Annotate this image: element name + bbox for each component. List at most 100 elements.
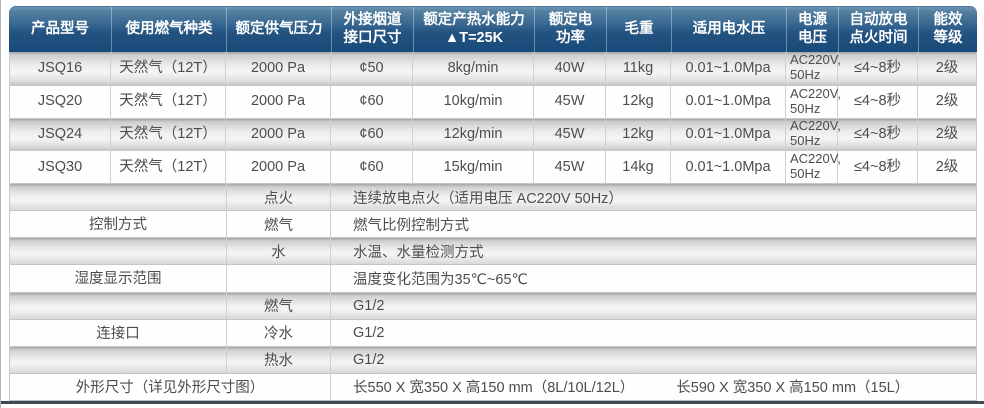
group-label-area — [9, 346, 227, 373]
detail-row: 燃气 燃气比例控制方式 — [9, 210, 977, 238]
cell-flue-size: ¢50 — [331, 52, 413, 85]
cell-water-pressure: 0.01~1.0Mpa — [671, 85, 786, 118]
detail-value: 燃气比例控制方式 — [331, 211, 977, 238]
cell-voltage: AC220V, 50Hz — [786, 85, 841, 118]
cell-flue-size: ¢60 — [331, 118, 413, 151]
detail-value: 水温、水量检测方式 — [331, 238, 977, 265]
cell-flue-size: ¢60 — [331, 85, 413, 118]
dimensions-values: 长550 X 宽350 X 高150 mm（8L/10L/12L） 长590 X … — [331, 373, 977, 400]
cell-gas-pressure: 2000 Pa — [226, 85, 331, 118]
detail-sublabel: 水 — [227, 238, 331, 265]
detail-row: 冷水 G1/2 — [9, 318, 977, 346]
cell-flue-size: ¢60 — [331, 151, 413, 183]
cell-gas-type: 天然气（12T） — [111, 118, 226, 151]
detail-row: 点火 连续放电点火（适用电压 AC220V 50Hz） — [9, 183, 977, 211]
group-label-area — [9, 292, 227, 319]
cell-electric-power: 45W — [534, 85, 606, 118]
table-header-row: 产品型号 使用燃气种类 额定供气压力 外接烟道 接口尺寸 额定产热水能力 ▲T=25K 额… — [9, 6, 977, 52]
column-header-gas-type: 使用燃气种类 — [111, 7, 226, 52]
column-header-energy-rating: 能效 等级 — [918, 7, 977, 52]
cell-gas-type: 天然气（12T） — [111, 52, 226, 85]
group-label-area — [9, 238, 227, 265]
cell-gross-weight: 12kg — [606, 118, 671, 151]
cell-voltage: AC220V, 50Hz — [786, 52, 841, 85]
group-label-area — [9, 211, 227, 238]
detail-row: 水水温、水量检测方式 — [9, 237, 977, 265]
cell-energy-rating: 2级 — [918, 85, 977, 118]
cell-ignition-time: ≤4~8秒 — [838, 151, 918, 183]
dimension-value: 长590 X 宽350 X 高150 mm（15L） — [676, 380, 910, 397]
detail-sublabel: 燃气 — [227, 292, 331, 319]
group-label-area — [9, 319, 227, 346]
spec-row-jsq24: JSQ24 天然气（12T） 2000 Pa ¢60 12kg/min 45W 12kg 0.… — [9, 117, 977, 151]
cell-water-pressure: 0.01~1.0Mpa — [671, 118, 786, 151]
cell-gas-pressure: 2000 Pa — [226, 118, 331, 151]
cell-gross-weight: 14kg — [606, 151, 671, 183]
spec-group-display-range: 温度变化范围为35℃~65℃ 湿度显示范围 — [9, 264, 977, 292]
detail-sublabel — [227, 265, 331, 292]
cell-model: JSQ16 — [9, 52, 111, 85]
cell-electric-power: 40W — [534, 52, 606, 85]
column-header-gas-pressure: 额定供气压力 — [226, 7, 331, 52]
cell-gross-weight: 12kg — [606, 85, 671, 118]
column-header-electric-power: 额定电 功率 — [534, 7, 606, 52]
cell-voltage: AC220V, 50Hz — [786, 118, 841, 151]
detail-value: G1/2 — [331, 319, 977, 346]
detail-value: 温度变化范围为35℃~65℃ — [331, 265, 977, 292]
detail-row: 燃气 G1/2 — [9, 291, 977, 319]
column-header-voltage: 电源 电压 — [786, 7, 838, 52]
cell-gross-weight: 11kg — [606, 52, 671, 85]
cell-model: JSQ20 — [9, 85, 111, 118]
bottom-accent-bar — [1, 401, 984, 404]
cell-energy-rating: 2级 — [918, 118, 977, 151]
detail-value: G1/2 — [331, 346, 977, 373]
detail-sublabel: 点火 — [227, 184, 331, 211]
spec-group-connections: 燃气 G1/2 冷水 G1/2 热水 G1/2 连接口 — [9, 291, 977, 373]
cell-energy-rating: 2级 — [918, 151, 977, 183]
detail-sublabel: 燃气 — [227, 211, 331, 238]
spec-row-jsq20: JSQ20 天然气（12T） 2000 Pa ¢60 10kg/min 45W 12kg 0.… — [9, 84, 977, 118]
detail-row: 温度变化范围为35℃~65℃ — [9, 264, 977, 292]
column-header-model: 产品型号 — [31, 20, 89, 37]
spec-row-jsq16: JSQ16 天然气（12T） 2000 Pa ¢50 8kg/min 40W 11kg 0.0… — [9, 52, 977, 85]
details-section: 点火 连续放电点火（适用电压 AC220V 50Hz） 燃气 燃气比例控制方式水水温、… — [9, 183, 977, 401]
cell-hot-water-capacity: 8kg/min — [413, 52, 534, 85]
cell-ignition-time: ≤4~8秒 — [838, 118, 918, 151]
spec-table: 产品型号 使用燃气种类 额定供气压力 外接烟道 接口尺寸 额定产热水能力 ▲T=25K 额… — [9, 6, 977, 401]
detail-row: 热水 G1/2 — [9, 345, 977, 373]
column-header-water-pressure: 适用电水压 — [671, 7, 786, 52]
cell-gas-pressure: 2000 Pa — [226, 151, 331, 183]
cell-electric-power: 45W — [534, 118, 606, 151]
cell-ignition-time: ≤4~8秒 — [838, 52, 918, 85]
detail-value: G1/2 — [331, 292, 977, 319]
spec-row-jsq30: JSQ30 天然气（12T） 2000 Pa ¢60 15kg/min 45W 14kg 0.… — [9, 150, 977, 183]
cell-hot-water-capacity: 10kg/min — [413, 85, 534, 118]
cell-voltage: AC220V, 50Hz — [786, 151, 841, 183]
dimensions-row: 外形尺寸（详见外形尺寸图） 长550 X 宽350 X 高150 mm（8L/10… — [9, 372, 977, 400]
group-label-area — [9, 184, 227, 211]
cell-water-pressure: 0.01~1.0Mpa — [671, 52, 786, 85]
dimensions-label: 外形尺寸（详见外形尺寸图） — [9, 373, 331, 400]
column-header-ignition-time: 自动放电 点火时间 — [838, 7, 918, 52]
cell-water-pressure: 0.01~1.0Mpa — [671, 151, 786, 183]
detail-sublabel: 冷水 — [227, 319, 331, 346]
cell-ignition-time: ≤4~8秒 — [838, 85, 918, 118]
spec-group-control-method: 点火 连续放电点火（适用电压 AC220V 50Hz） 燃气 燃气比例控制方式水水温、… — [9, 183, 977, 265]
group-label-area — [9, 265, 227, 292]
detail-sublabel: 热水 — [227, 346, 331, 373]
cell-electric-power: 45W — [534, 151, 606, 183]
cell-gas-type: 天然气（12T） — [111, 151, 226, 183]
cell-gas-pressure: 2000 Pa — [226, 52, 331, 85]
cell-model: JSQ30 — [9, 151, 111, 183]
dimension-value: 长550 X 宽350 X 高150 mm（8L/10L/12L） — [353, 380, 635, 397]
detail-value: 连续放电点火（适用电压 AC220V 50Hz） — [331, 184, 977, 211]
column-header-gross-weight: 毛重 — [606, 7, 671, 52]
cell-model: JSQ24 — [9, 118, 111, 151]
cell-energy-rating: 2级 — [918, 52, 977, 85]
cell-hot-water-capacity: 15kg/min — [413, 151, 534, 183]
cell-gas-type: 天然气（12T） — [111, 85, 226, 118]
cell-hot-water-capacity: 12kg/min — [413, 118, 534, 151]
column-header-hot-water-capacity: 额定产热水能力 ▲T=25K — [413, 7, 534, 52]
spec-table-body: JSQ16 天然气（12T） 2000 Pa ¢50 8kg/min 40W 11kg 0.0… — [9, 52, 977, 183]
